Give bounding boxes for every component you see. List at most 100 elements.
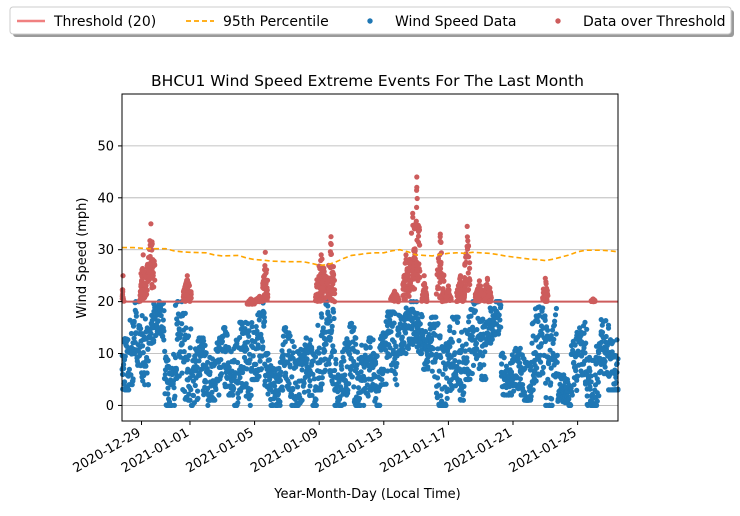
wind-speed-point: [614, 337, 620, 343]
wind-speed-point: [171, 385, 177, 391]
over-threshold-point: [321, 268, 327, 275]
wind-speed-point: [260, 344, 266, 350]
over-threshold-point: [143, 292, 149, 299]
wind-speed-point: [222, 325, 228, 331]
wind-speed-point: [249, 320, 255, 326]
over-threshold-point: [262, 263, 268, 269]
wind-speed-point: [148, 331, 154, 337]
wind-speed-point: [550, 340, 556, 346]
wind-speed-point: [281, 352, 287, 358]
wind-speed-point: [577, 325, 583, 331]
wind-speed-point: [307, 378, 313, 384]
wind-speed-point: [602, 358, 608, 364]
wind-speed-point: [226, 364, 232, 370]
over-threshold-point: [415, 222, 421, 228]
wind-speed-point: [162, 348, 168, 354]
over-threshold-point: [331, 287, 338, 293]
wind-speed-point: [437, 335, 443, 341]
wind-speed-point: [449, 386, 455, 392]
wind-speed-point: [162, 371, 168, 378]
wind-speed-point: [184, 357, 190, 363]
wind-speed-point: [498, 324, 504, 330]
wind-speed-point: [588, 379, 594, 385]
wind-speed-point: [444, 395, 450, 401]
over-threshold-point: [188, 289, 194, 295]
over-threshold-point: [149, 285, 155, 291]
wind-speed-point: [258, 366, 265, 372]
wind-speed-point: [315, 322, 321, 328]
wind-speed-point: [551, 322, 558, 328]
wind-speed-point: [283, 325, 289, 331]
wind-speed-point: [196, 358, 202, 364]
over-threshold-point: [480, 291, 487, 298]
over-threshold-point: [318, 252, 324, 258]
wind-speed-point: [573, 368, 579, 374]
wind-speed-point: [377, 402, 383, 408]
wind-speed-point: [540, 305, 546, 311]
wind-speed-point: [438, 393, 444, 399]
wind-speed-point: [568, 402, 574, 408]
over-threshold-point: [144, 287, 150, 293]
wind-speed-point: [245, 321, 251, 327]
wind-speed-point: [303, 335, 309, 341]
over-threshold-point: [328, 288, 334, 294]
wind-speed-point: [140, 343, 146, 349]
wind-speed-point: [351, 358, 357, 365]
over-threshold-point: [590, 296, 596, 302]
wind-speed-point: [354, 349, 360, 355]
x-tick-label: 2021-01-13: [313, 425, 386, 476]
legend-label-over: Data over Threshold: [583, 14, 726, 30]
wind-speed-point: [125, 337, 131, 343]
wind-speed-point: [262, 318, 268, 325]
wind-speed-point: [304, 356, 310, 363]
wind-speed-point: [370, 337, 376, 343]
wind-speed-point: [290, 355, 296, 361]
wind-speed-point: [365, 393, 371, 399]
over-threshold-point: [407, 264, 413, 270]
over-threshold-point: [416, 227, 422, 233]
y-axis-ticks: 0 10 20 30 40 50: [97, 139, 122, 414]
over-threshold-point: [484, 281, 490, 287]
y-tick-label: 10: [97, 347, 114, 362]
wind-speed-point: [179, 370, 185, 376]
over-threshold-point: [263, 278, 269, 284]
wind-speed-point: [349, 374, 355, 380]
wind-speed-point: [584, 326, 590, 332]
wind-speed-point: [299, 397, 305, 403]
wind-speed-point: [143, 363, 149, 369]
over-threshold-point: [484, 275, 490, 281]
wind-speed-point: [195, 388, 201, 394]
wind-speed-point: [452, 358, 458, 364]
wind-speed-point: [262, 378, 268, 384]
wind-speed-point: [429, 351, 435, 357]
over-threshold-point: [445, 283, 451, 289]
wind-speed-point: [472, 308, 478, 314]
wind-speed-point: [588, 373, 594, 379]
wind-speed-point: [537, 352, 544, 358]
wind-speed-point: [351, 384, 357, 390]
wind-speed-point: [521, 389, 528, 395]
wind-speed-point: [469, 370, 475, 377]
wind-speed-point: [571, 382, 577, 388]
wind-speed-point: [358, 369, 364, 375]
wind-speed-point: [145, 346, 151, 352]
wind-speed-point: [319, 381, 325, 387]
wind-speed-point: [596, 393, 602, 399]
wind-speed-point: [131, 351, 138, 357]
wind-speed-point: [261, 310, 267, 316]
wind-speed-point: [318, 387, 324, 393]
wind-speed-point: [209, 389, 215, 395]
wind-speed-point: [452, 350, 458, 356]
wind-speed-point: [392, 376, 398, 382]
wind-speed-point: [552, 318, 558, 324]
wind-speed-point: [342, 372, 348, 378]
y-axis-label: Wind Speed (mph): [75, 198, 90, 319]
wind-speed-point: [261, 314, 267, 320]
wind-speed-point: [599, 329, 606, 335]
over-threshold-point: [138, 282, 144, 288]
wind-speed-point: [257, 358, 263, 364]
wind-speed-point: [434, 375, 441, 381]
over-threshold-point: [423, 291, 429, 297]
wind-speed-point: [470, 362, 477, 368]
